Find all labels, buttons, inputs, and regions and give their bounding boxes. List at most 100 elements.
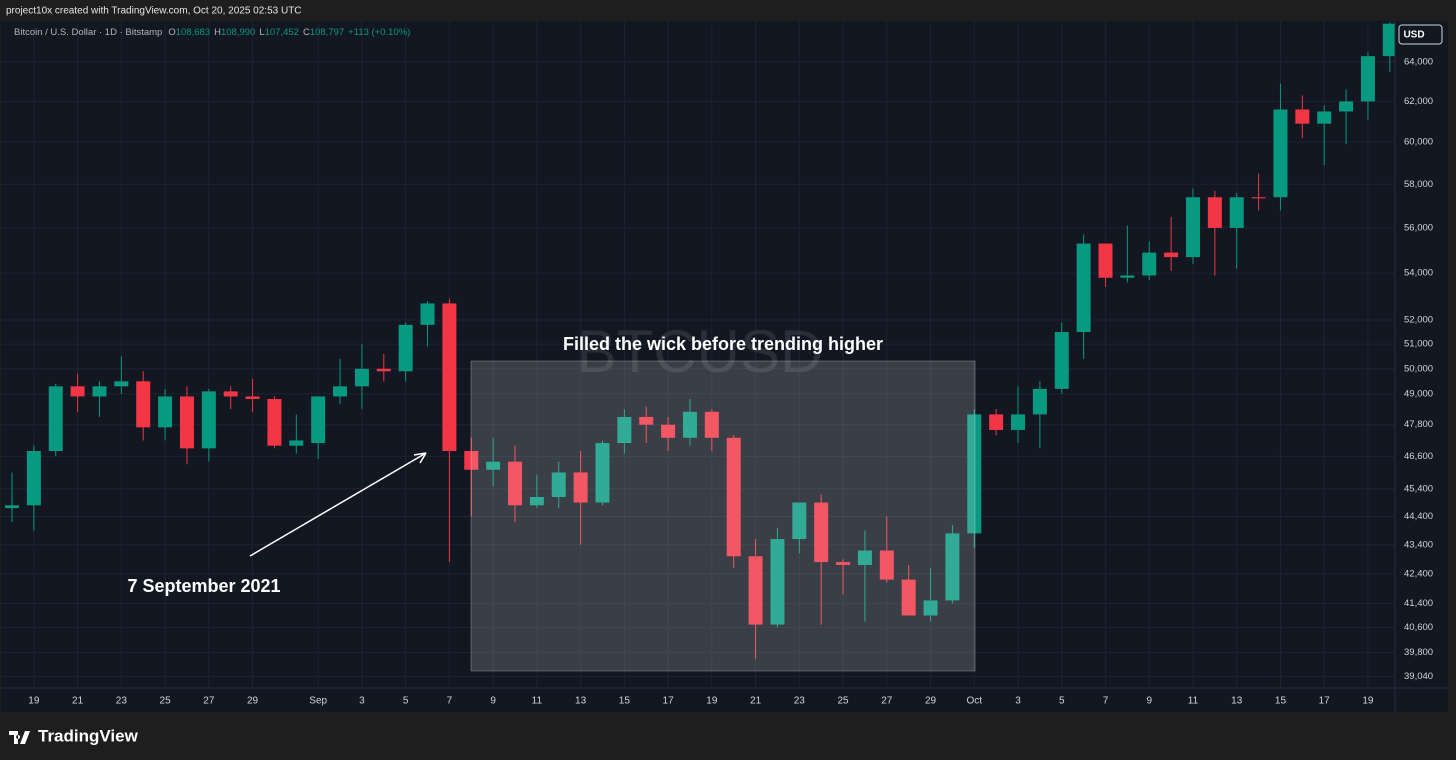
annotation: 7 September 2021 <box>127 576 280 596</box>
candle-body <box>420 303 435 325</box>
highlight-box <box>470 360 976 672</box>
x-tick-label: 3 <box>359 696 365 707</box>
candle-body <box>245 396 260 399</box>
candle-body <box>1098 243 1113 278</box>
grid <box>1 21 1395 688</box>
candle-body <box>923 600 938 616</box>
candle-body <box>551 472 566 498</box>
candle-body <box>223 391 238 397</box>
candle-body <box>836 562 851 565</box>
candle-body <box>486 461 501 470</box>
candle-body <box>1185 197 1200 258</box>
candle-body <box>1339 101 1354 112</box>
candle-body <box>1251 197 1266 199</box>
x-tick-label: 9 <box>1146 696 1152 707</box>
candle-body <box>158 396 173 428</box>
candle-body <box>661 424 676 438</box>
x-tick-label: 15 <box>619 696 631 707</box>
candle-body <box>879 550 894 580</box>
candle-body <box>857 550 872 565</box>
x-tick-label: 5 <box>1059 696 1065 707</box>
candle-body <box>901 579 916 616</box>
currency-badge[interactable] <box>1398 24 1443 45</box>
y-tick-label: 42,400 <box>1404 568 1433 579</box>
symbol-line: Bitcoin / U.S. Dollar · 1D · Bitstamp O10… <box>14 27 410 38</box>
x-tick-label: Sep <box>309 696 327 707</box>
candle-body <box>1382 23 1395 57</box>
ohlc-value: 108,683 <box>176 27 210 38</box>
candle-body <box>442 303 457 452</box>
candle-body <box>814 502 829 563</box>
y-tick-label: 39,040 <box>1404 671 1433 682</box>
y-tick-label: 60,000 <box>1404 137 1433 148</box>
candle-body <box>1142 252 1157 276</box>
candle-body <box>967 414 982 534</box>
candle-body <box>508 461 523 506</box>
candle-body <box>267 398 282 446</box>
candle-body <box>48 386 63 452</box>
candle-body <box>682 411 697 438</box>
x-tick-label: 29 <box>247 696 259 707</box>
ohlc-value: 107,452 <box>265 27 299 38</box>
candle-body <box>1317 111 1332 124</box>
chart-area <box>1 21 1448 712</box>
candle-body <box>26 451 41 506</box>
y-tick-label: 64,000 <box>1404 56 1433 67</box>
candle-body <box>573 472 588 503</box>
ohlc-key: L <box>259 27 264 38</box>
candle-body <box>1076 243 1091 333</box>
candle-body <box>114 381 129 387</box>
y-tick-label: 54,000 <box>1404 268 1433 279</box>
candle-body <box>333 386 348 397</box>
candle-body <box>726 437 741 557</box>
logo: TradingView <box>9 726 139 745</box>
candle-body <box>1207 197 1222 228</box>
x-tick-label: 21 <box>750 696 762 707</box>
candle-body <box>1164 252 1179 258</box>
y-tick-label: 56,000 <box>1404 222 1433 233</box>
candle-body <box>376 368 391 372</box>
candle-body <box>1032 388 1047 415</box>
y-tick-label: 50,000 <box>1404 363 1433 374</box>
candle-body <box>989 414 1004 430</box>
x-tick-label: 25 <box>837 696 849 707</box>
x-tick-label: 23 <box>794 696 806 707</box>
candle-body <box>1229 197 1244 228</box>
ohlc-key: O <box>168 27 175 38</box>
y-tick-label: 51,000 <box>1404 339 1433 350</box>
candles <box>5 22 1395 659</box>
x-tick-label: 19 <box>706 696 718 707</box>
candle-body <box>354 368 369 387</box>
arrow-head <box>413 452 427 464</box>
x-tick-label: 11 <box>1188 696 1199 707</box>
x-tick-label: 29 <box>925 696 937 707</box>
candle-body <box>1360 56 1375 102</box>
logo-mark <box>9 731 30 744</box>
x-tick-label: 25 <box>160 696 172 707</box>
x-tick-label: Oct <box>966 696 982 707</box>
candle-body <box>92 386 107 397</box>
candle-body <box>945 533 960 601</box>
x-tick-label: 3 <box>1015 696 1021 707</box>
candle-body <box>770 539 785 625</box>
y-tick-label: 46,600 <box>1404 451 1433 462</box>
candle-body <box>5 505 19 509</box>
y-tick-label: 58,000 <box>1404 179 1433 190</box>
ohlc-value: 108,797 <box>310 27 344 38</box>
y-tick-label: 62,000 <box>1404 96 1433 107</box>
y-tick-label: 45,400 <box>1404 483 1433 494</box>
y-tick-label: 49,000 <box>1404 388 1433 399</box>
watermark: BTCUSD <box>577 318 824 385</box>
candle-body <box>704 411 719 438</box>
candle-body <box>1273 109 1288 198</box>
candle-body <box>639 416 654 425</box>
y-tick-label: 41,400 <box>1404 598 1433 609</box>
arrow <box>249 452 427 557</box>
y-tick-label: 44,400 <box>1404 511 1433 522</box>
candle-body <box>136 381 151 428</box>
y-tick-label: 43,400 <box>1404 539 1433 550</box>
ohlc-key: H <box>214 27 221 38</box>
candle-body <box>792 502 807 540</box>
